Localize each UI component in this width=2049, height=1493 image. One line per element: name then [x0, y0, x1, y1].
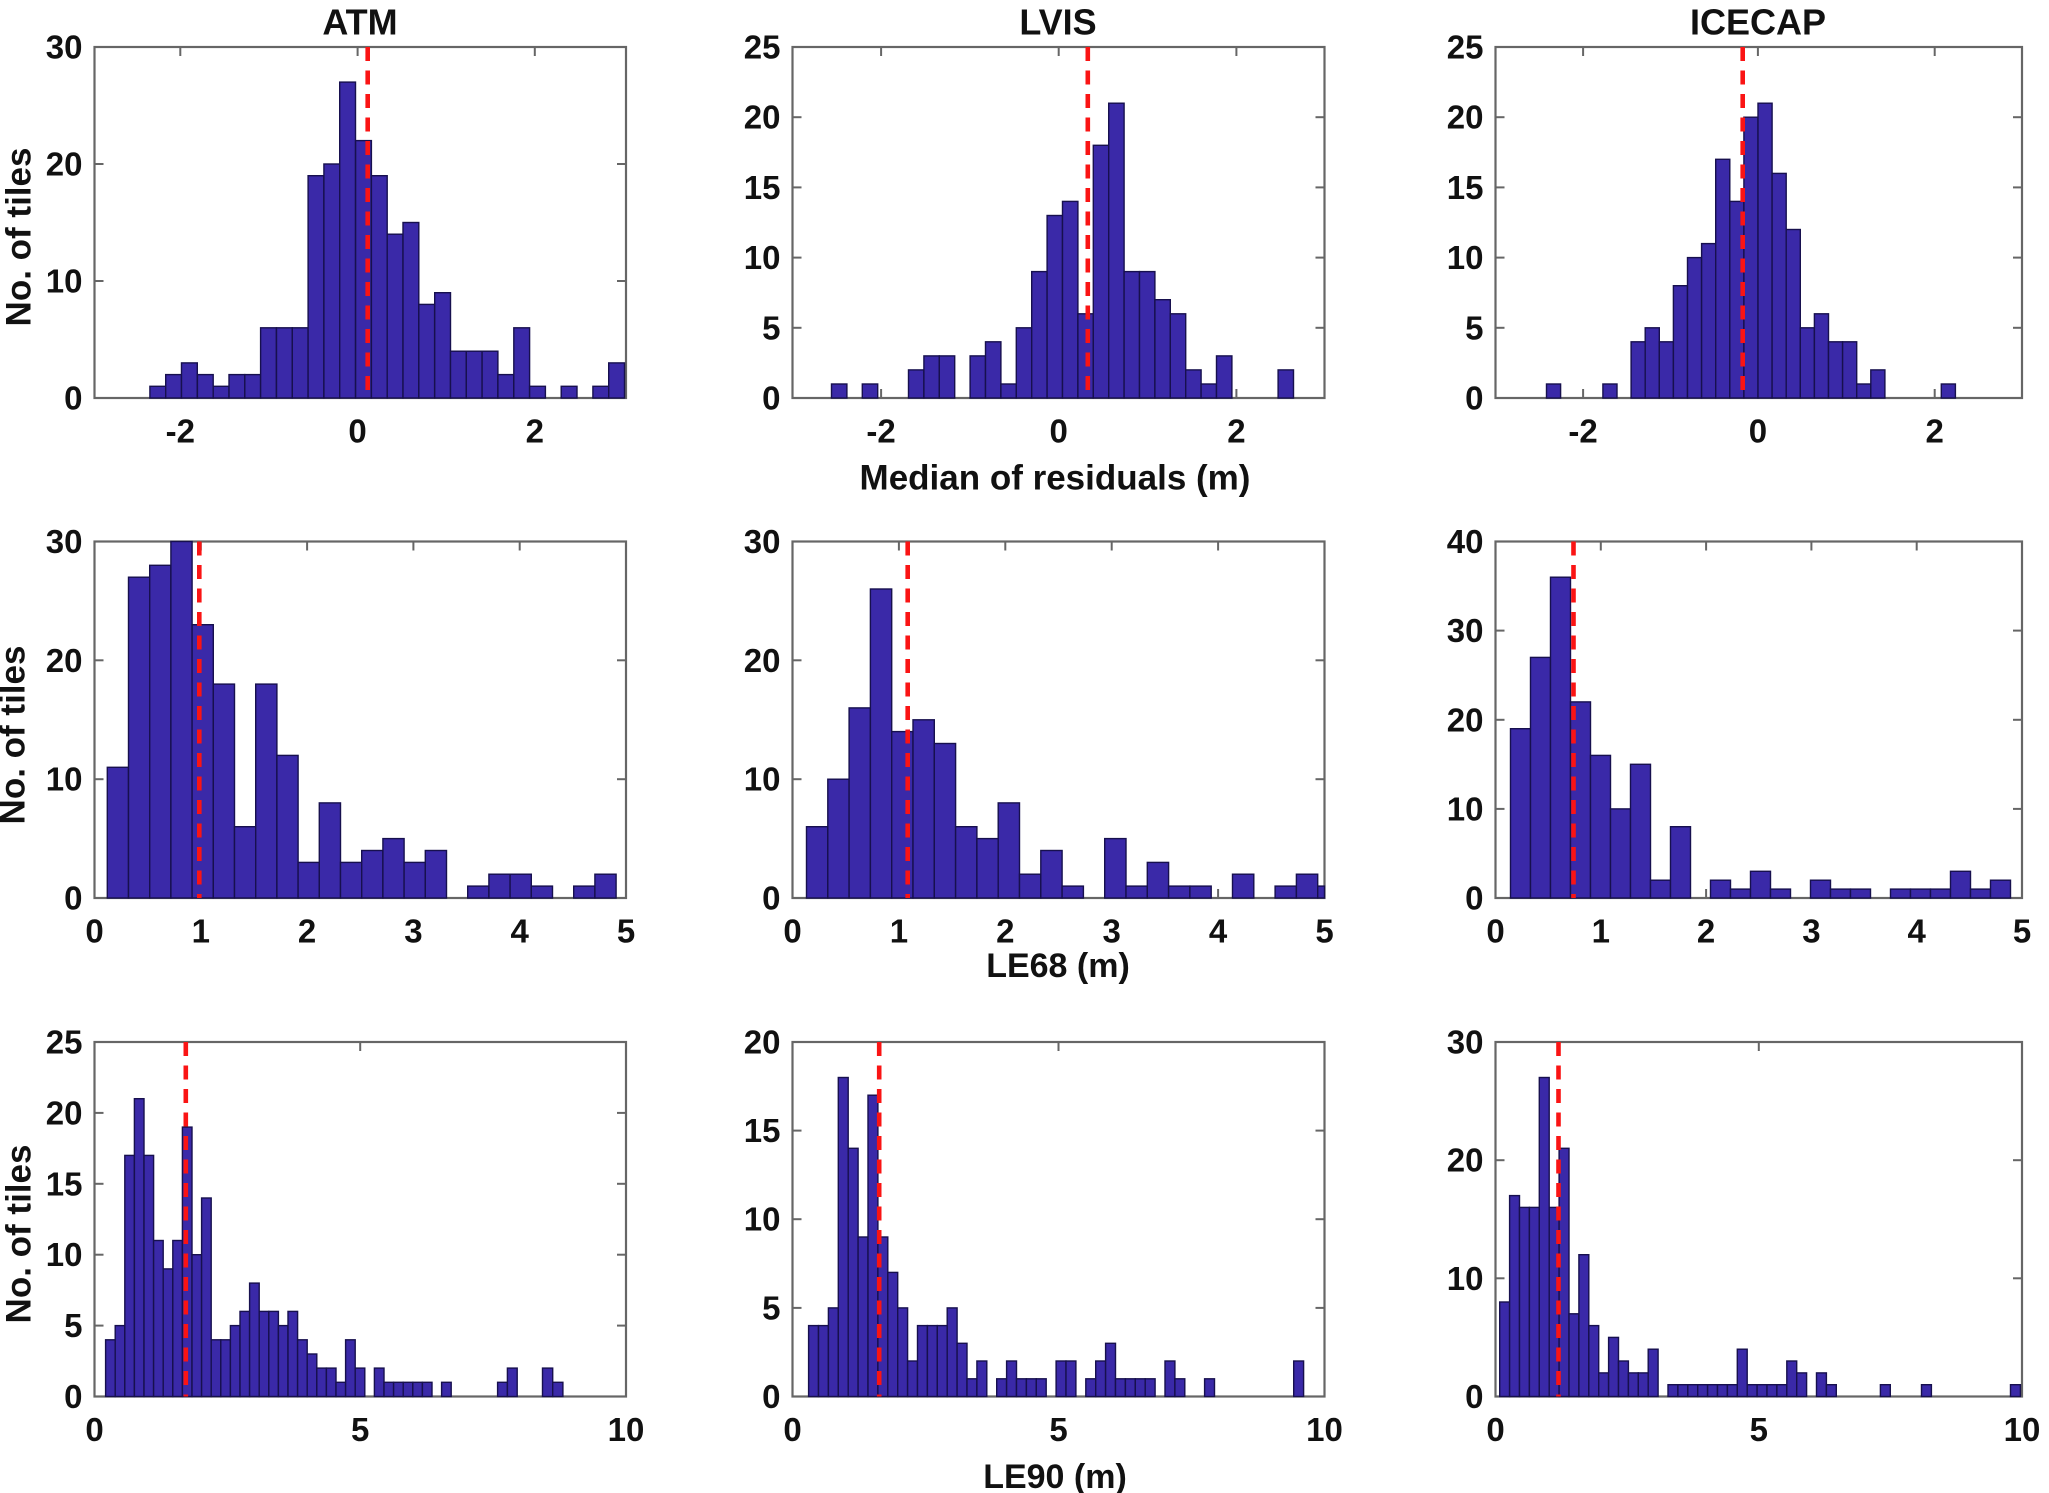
svg-text:1: 1: [890, 913, 908, 950]
svg-text:25: 25: [46, 1024, 83, 1061]
svg-text:5: 5: [64, 1307, 82, 1344]
svg-text:0: 0: [85, 1411, 103, 1448]
svg-text:5: 5: [1750, 1411, 1768, 1448]
svg-text:25: 25: [744, 29, 781, 66]
svg-text:3: 3: [1103, 913, 1121, 950]
svg-text:10: 10: [744, 761, 781, 798]
svg-text:0: 0: [762, 380, 780, 417]
svg-text:2: 2: [1926, 413, 1944, 450]
svg-text:10: 10: [46, 263, 83, 300]
svg-text:20: 20: [744, 1024, 781, 1061]
svg-text:0: 0: [1486, 913, 1504, 950]
svg-text:0: 0: [1050, 413, 1068, 450]
svg-text:0: 0: [783, 1411, 801, 1448]
svg-text:2: 2: [1227, 413, 1245, 450]
svg-text:20: 20: [46, 146, 83, 183]
svg-text:-2: -2: [166, 413, 195, 450]
svg-text:2: 2: [526, 413, 544, 450]
svg-text:5: 5: [762, 1289, 780, 1326]
svg-text:5: 5: [1049, 1411, 1067, 1448]
svg-text:30: 30: [744, 523, 781, 560]
svg-text:10: 10: [1447, 1260, 1484, 1297]
svg-text:No. of tiles: No. of tiles: [0, 1145, 39, 1324]
svg-text:2: 2: [298, 913, 316, 950]
svg-text:0: 0: [762, 880, 780, 917]
svg-text:0: 0: [85, 913, 103, 950]
svg-text:0: 0: [1465, 1378, 1483, 1415]
svg-text:0: 0: [64, 880, 82, 917]
svg-text:10: 10: [46, 761, 83, 798]
svg-text:15: 15: [46, 1165, 83, 1202]
svg-text:30: 30: [1447, 612, 1484, 649]
svg-text:0: 0: [762, 1378, 780, 1415]
svg-text:1: 1: [1592, 913, 1610, 950]
svg-text:No. of tiles: No. of tiles: [0, 148, 39, 327]
svg-text:LE68 (m): LE68 (m): [986, 947, 1130, 985]
svg-text:3: 3: [404, 913, 422, 950]
svg-text:20: 20: [1447, 701, 1484, 738]
svg-text:15: 15: [744, 169, 781, 206]
svg-text:5: 5: [1315, 913, 1333, 950]
svg-text:10: 10: [1447, 790, 1484, 827]
svg-text:10: 10: [744, 1201, 781, 1238]
svg-text:30: 30: [46, 29, 83, 66]
svg-text:0: 0: [1465, 380, 1483, 417]
svg-text:2: 2: [996, 913, 1014, 950]
svg-text:1: 1: [192, 913, 210, 950]
svg-text:0: 0: [783, 913, 801, 950]
svg-text:20: 20: [1447, 1142, 1484, 1179]
svg-text:5: 5: [2013, 913, 2031, 950]
svg-text:40: 40: [1447, 523, 1484, 560]
svg-text:20: 20: [46, 1094, 83, 1131]
svg-text:10: 10: [2004, 1411, 2041, 1448]
svg-text:0: 0: [348, 413, 366, 450]
svg-text:5: 5: [617, 913, 635, 950]
svg-text:20: 20: [744, 99, 781, 136]
svg-text:30: 30: [46, 523, 83, 560]
svg-text:LVIS: LVIS: [1019, 2, 1096, 43]
svg-text:4: 4: [511, 913, 530, 950]
svg-text:No. of tiles: No. of tiles: [0, 646, 33, 825]
svg-text:25: 25: [1447, 29, 1484, 66]
svg-text:30: 30: [1447, 1024, 1484, 1061]
svg-text:-2: -2: [1568, 413, 1597, 450]
svg-text:0: 0: [64, 380, 82, 417]
svg-text:20: 20: [744, 642, 781, 679]
svg-text:5: 5: [762, 309, 780, 346]
svg-text:10: 10: [1447, 239, 1484, 276]
svg-text:20: 20: [1447, 99, 1484, 136]
svg-text:3: 3: [1802, 913, 1820, 950]
svg-text:ATM: ATM: [322, 2, 397, 43]
svg-text:LE90 (m): LE90 (m): [983, 1458, 1127, 1493]
svg-text:15: 15: [1447, 169, 1484, 206]
svg-text:0: 0: [1486, 1411, 1504, 1448]
svg-text:10: 10: [744, 239, 781, 276]
svg-text:10: 10: [1306, 1411, 1343, 1448]
svg-text:5: 5: [351, 1411, 369, 1448]
svg-text:0: 0: [64, 1378, 82, 1415]
svg-text:2: 2: [1697, 913, 1715, 950]
svg-text:10: 10: [608, 1411, 645, 1448]
svg-text:0: 0: [1749, 413, 1767, 450]
svg-text:4: 4: [1209, 913, 1228, 950]
svg-text:-2: -2: [866, 413, 895, 450]
svg-text:4: 4: [1908, 913, 1927, 950]
svg-text:15: 15: [744, 1112, 781, 1149]
svg-text:10: 10: [46, 1236, 83, 1273]
svg-text:20: 20: [46, 642, 83, 679]
svg-text:ICECAP: ICECAP: [1690, 2, 1826, 43]
svg-text:5: 5: [1465, 309, 1483, 346]
svg-text:Median of residuals (m): Median of residuals (m): [860, 459, 1251, 498]
svg-text:0: 0: [1465, 880, 1483, 917]
